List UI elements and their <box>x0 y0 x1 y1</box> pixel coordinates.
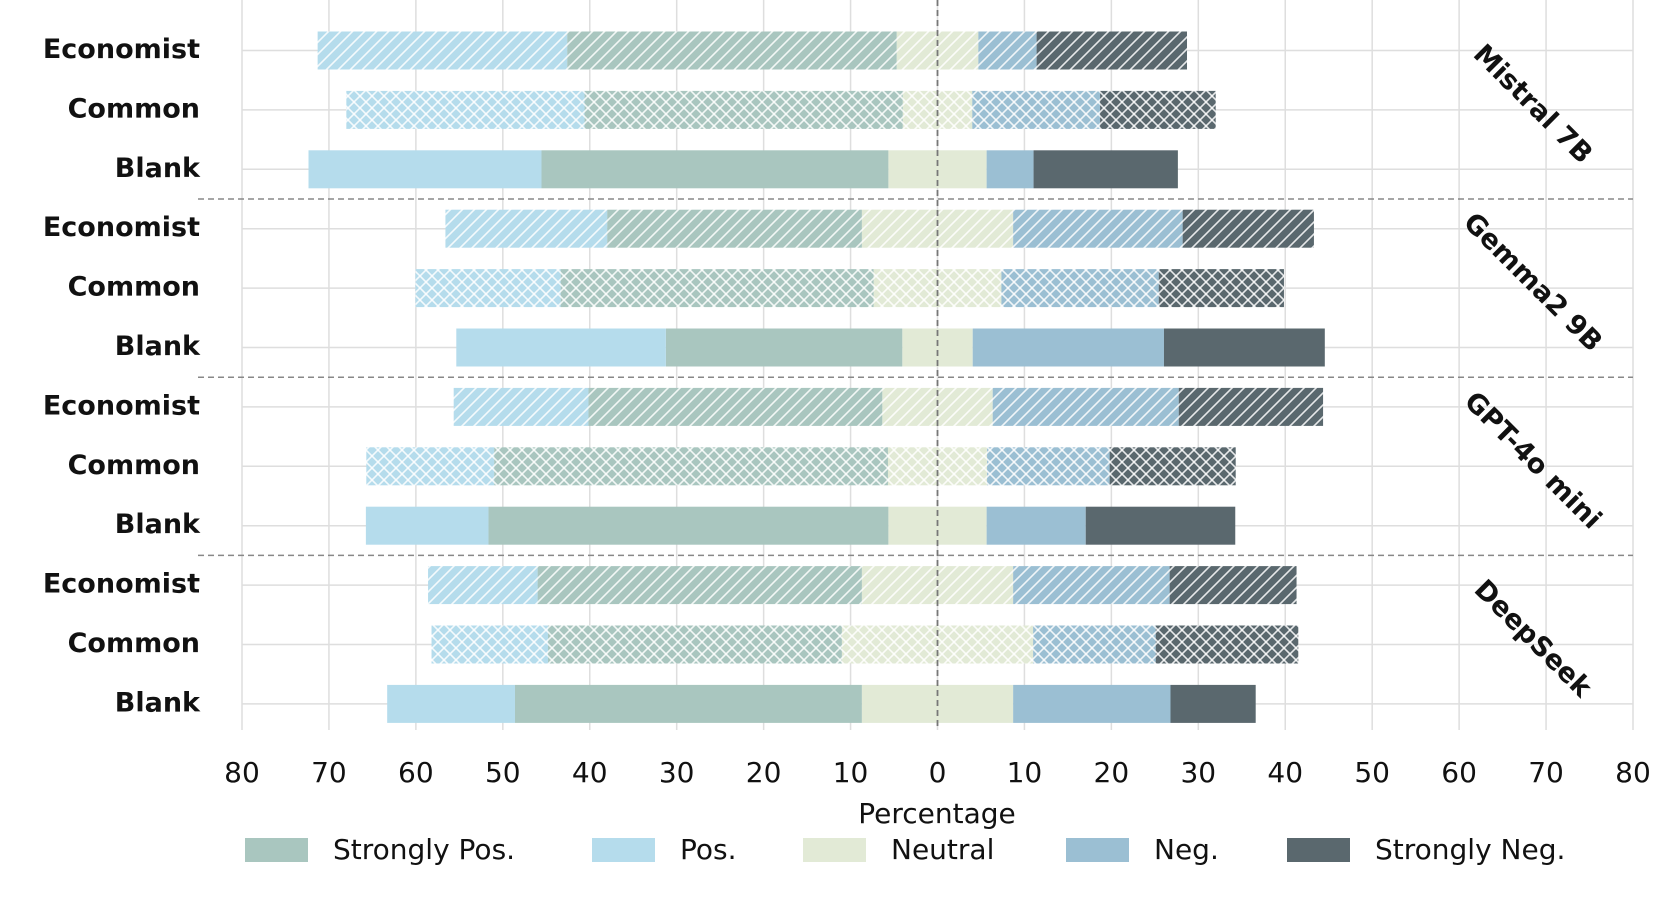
x-tick-label: 60 <box>1441 756 1477 789</box>
bar-segment <box>978 31 1037 70</box>
bar-segment <box>1182 209 1314 248</box>
bar-segment <box>1163 328 1325 367</box>
group-label: DeepSeek <box>1468 574 1598 704</box>
bar-segment <box>560 269 874 308</box>
bar-segment <box>1169 566 1297 605</box>
y-tick-label: Economist <box>43 212 200 243</box>
bar-segment <box>1001 269 1159 308</box>
y-tick-label: Blank <box>115 331 201 362</box>
legend-label: Neutral <box>891 833 994 866</box>
x-tick-label: 10 <box>1007 756 1043 789</box>
y-tick-label: Common <box>68 272 200 303</box>
bar-segment <box>456 328 666 367</box>
bar-segment <box>514 684 862 723</box>
bar-segment <box>588 387 883 426</box>
bar-segment <box>541 150 889 189</box>
bar-segment <box>317 31 568 70</box>
bar-segment <box>972 328 1164 367</box>
legend-swatch <box>592 838 655 862</box>
bar-segment <box>1013 684 1171 723</box>
y-tick-label: Common <box>68 93 200 124</box>
y-tick-label: Blank <box>115 687 201 718</box>
x-tick-label: 70 <box>1528 756 1564 789</box>
y-tick-label: Economist <box>43 34 200 65</box>
bar-segment <box>346 90 585 129</box>
bar-segment <box>488 506 889 545</box>
bar-segment <box>986 150 1034 189</box>
bar-segment <box>415 269 561 308</box>
y-tick-label: Blank <box>115 509 201 540</box>
x-tick-label: 40 <box>1267 756 1303 789</box>
y-tick-label: Blank <box>115 153 201 184</box>
bar-segment <box>365 506 489 545</box>
bar-segment <box>584 90 903 129</box>
group-label: Gemma2 9B <box>1457 207 1608 358</box>
legend-swatch <box>1066 838 1129 862</box>
bar-segment <box>567 31 897 70</box>
bar-segment <box>1033 625 1156 664</box>
y-tick-label: Economist <box>43 569 200 600</box>
y-tick-label: Common <box>68 628 200 659</box>
x-tick-label: 80 <box>1615 756 1651 789</box>
legend-label: Pos. <box>680 833 737 866</box>
legend-label: Neg. <box>1154 833 1219 866</box>
bar-segment <box>453 387 589 426</box>
group-label: GPT-4o mini <box>1458 386 1607 535</box>
legend-label: Strongly Pos. <box>333 833 515 866</box>
bar-segment <box>428 566 538 605</box>
bar-segment <box>431 625 549 664</box>
x-tick-label: 10 <box>833 756 869 789</box>
legend-label: Strongly Neg. <box>1375 833 1565 866</box>
legend-swatch <box>803 838 866 862</box>
y-tick-label: Economist <box>43 390 200 421</box>
x-axis-label: Percentage <box>858 797 1016 830</box>
x-tick-label: 30 <box>659 756 695 789</box>
bar-segment <box>1033 150 1178 189</box>
x-tick-label: 30 <box>1180 756 1216 789</box>
bar-segment <box>1100 90 1216 129</box>
bar-segment <box>665 328 903 367</box>
y-tick-label: Common <box>68 450 200 481</box>
bar-segment <box>987 447 1110 486</box>
bar-segment <box>537 566 862 605</box>
bar-segment <box>387 684 515 723</box>
x-tick-label: 80 <box>224 756 260 789</box>
bar-segment <box>548 625 842 664</box>
x-tick-label: 40 <box>572 756 608 789</box>
group-label: Mistral 7B <box>1467 39 1598 170</box>
x-tick-label: 50 <box>485 756 521 789</box>
bar-segment <box>1013 566 1170 605</box>
bar-segment <box>1155 625 1299 664</box>
bar-segment <box>972 90 1101 129</box>
bar-segment <box>445 209 608 248</box>
bar-segment <box>1036 31 1188 70</box>
bar-segment <box>1158 269 1284 308</box>
x-tick-label: 20 <box>746 756 782 789</box>
x-tick-label: 60 <box>398 756 434 789</box>
bar-segment <box>1109 447 1236 486</box>
bar-segment <box>366 447 495 486</box>
bar-segment <box>1170 684 1256 723</box>
bar-segment <box>1013 209 1183 248</box>
legend-swatch <box>245 838 308 862</box>
bar-segment <box>308 150 542 189</box>
bar-segment <box>1178 387 1324 426</box>
x-tick-label: 70 <box>311 756 347 789</box>
bar-segment <box>607 209 862 248</box>
x-tick-label: 0 <box>929 756 947 789</box>
bar-segment <box>494 447 888 486</box>
legend-swatch <box>1287 838 1350 862</box>
bar-segment <box>986 506 1086 545</box>
bar-segment <box>992 387 1179 426</box>
bar-segment <box>1085 506 1236 545</box>
x-tick-label: 50 <box>1354 756 1390 789</box>
x-tick-label: 20 <box>1094 756 1130 789</box>
